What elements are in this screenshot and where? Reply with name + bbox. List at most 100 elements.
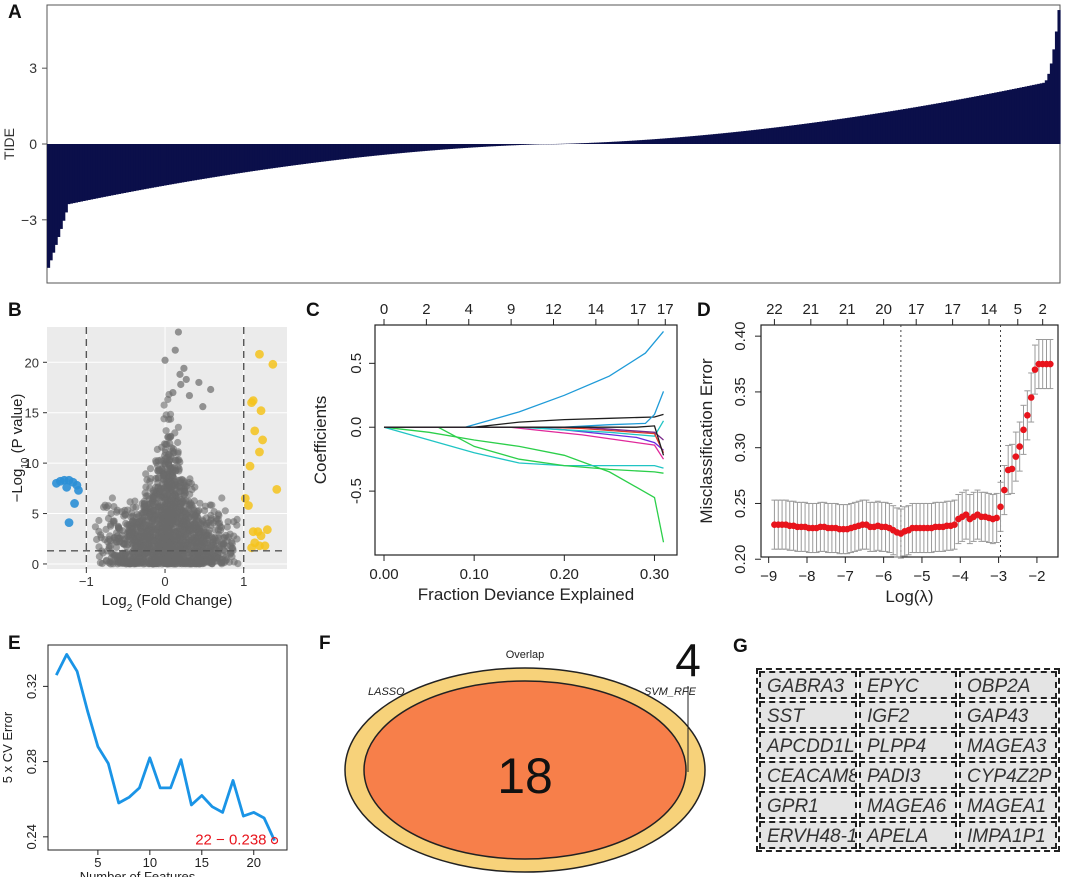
tide-bar [599,142,603,144]
tide-bar [842,118,846,144]
tide-bar [315,144,319,163]
tide-bar [596,142,600,144]
up-regulated-point [247,543,256,553]
tide-bar [862,115,866,144]
up-regulated-point [240,494,250,503]
top-tick-label: 21 [802,301,819,318]
gray-point [169,532,177,540]
cv-error-line [55,652,276,842]
coefficient-path-line [383,426,665,543]
x-tick-label: −6 [875,568,892,585]
tide-bar [801,124,805,144]
tide-bar [991,93,995,144]
tide-bar [404,144,408,153]
gray-point [185,525,193,534]
gray-point [107,510,115,518]
tide-bar [345,144,349,159]
tide-bar [1006,90,1010,144]
tide-bar [47,144,51,268]
tide-bar [948,101,952,144]
tide-bar [171,144,175,185]
gray-point [201,502,210,510]
y-tick-label: 0.5 [348,353,365,374]
tide-bar [753,129,757,144]
tide-bar [350,144,355,159]
tide-bar [487,144,491,147]
tide-bar [401,144,405,153]
tide-bar [140,144,144,190]
tide-bar [1009,89,1013,144]
tide-bar [477,144,481,148]
tide-bar [421,144,425,152]
optimal-point [270,836,279,845]
gray-point [133,523,141,532]
gray-point [187,532,195,540]
gene-cell: PADI3 [859,761,957,789]
tide-bar [130,144,134,192]
tide-bar [366,144,370,157]
tide-bar [1027,85,1031,144]
panel-label-b: B [8,300,22,321]
tide-bar [994,92,998,144]
up-regulated-point [258,435,268,445]
tide-bar [786,125,790,144]
tide-bar [512,144,517,146]
tide-bar [692,135,696,144]
tide-bar [1029,85,1033,144]
tide-bar [49,144,53,261]
x-tick-label: −9 [760,568,777,585]
tide-bar [913,107,917,144]
gray-point [196,499,204,507]
tide-bar [935,103,940,144]
tide-bar [606,142,610,144]
gray-point [174,423,182,431]
gene-cell: EPYC [859,671,957,699]
gray-point [163,503,171,511]
tide-bar [343,144,347,159]
tide-bar [181,144,185,183]
gray-point [129,535,137,543]
tide-bar [193,144,198,181]
tide-bar [875,113,879,144]
gray-point [158,466,166,474]
tide-bar [95,144,99,199]
tide-bar [247,144,251,172]
y-tick-label: 0.24 [24,824,39,849]
tide-bar [986,94,990,144]
tide-bar [115,144,119,195]
tide-bar [761,129,765,144]
tide-bar [196,144,200,180]
gray-point [146,511,154,519]
gray-point [212,553,220,561]
tide-bar [373,144,377,156]
gray-point [177,540,185,548]
tide-bar [143,144,147,190]
tide-bar [459,144,463,149]
tide-bar [274,144,279,168]
gray-point [164,526,172,534]
tide-bar [809,123,813,144]
tide-bar [429,144,433,151]
tide-bar [191,144,195,181]
tide-bar [880,112,884,144]
tide-bar [905,108,909,144]
tide-bar [578,143,582,144]
tide-bar [211,144,215,178]
gene-cell: IGF2 [859,701,957,729]
tide-bar [824,120,828,144]
y-tick-label: 3 [29,60,37,76]
gray-point [175,487,183,495]
gray-point [223,523,231,531]
tide-bar [953,100,957,144]
coefficient-path-line [384,425,665,456]
gray-point [176,458,184,466]
gray-point [121,510,129,518]
y-axis-label: Coefficients [311,396,330,485]
gray-point [185,502,193,510]
gene-cell: GAP43 [959,701,1057,729]
gray-point [113,508,121,516]
tide-bar [629,140,633,144]
gray-point [215,519,224,527]
top-tick-label: 21 [839,301,856,318]
tide-bar [1004,90,1008,144]
